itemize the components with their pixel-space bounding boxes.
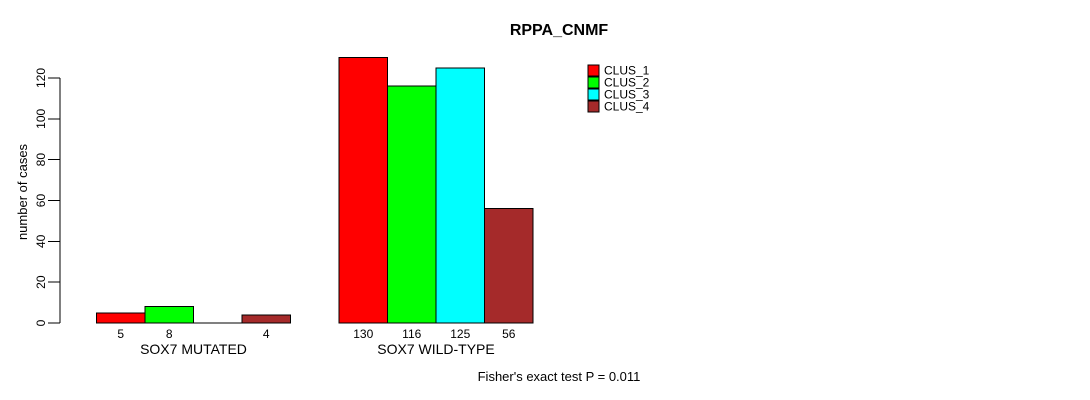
bar-value-label: 4 [263, 327, 270, 341]
bar-value-labels: 5 8 4 130 116 125 56 [117, 327, 515, 341]
y-axis-tick-label: 80 [34, 153, 48, 167]
legend-label-clus-3: CLUS_3 [604, 88, 650, 102]
bar-value-label: 5 [117, 327, 124, 341]
y-axis-tick-label: 20 [34, 275, 48, 289]
y-axis-tick-label: 0 [34, 319, 48, 326]
legend-swatch-clus-1 [587, 64, 600, 77]
bar-value-label: 116 [402, 327, 421, 341]
bar-value-label: 130 [353, 327, 373, 341]
group-label-sox7-mutated: SOX7 MUTATED [140, 341, 247, 357]
group-label-sox7-wild-type: SOX7 WILD-TYPE [377, 341, 494, 357]
bars [96, 57, 534, 324]
bar-clus-2-sox7-wild-type [387, 85, 437, 324]
legend-swatch-clus-2 [587, 76, 600, 89]
bar-clus-2-sox7-mutated [144, 306, 194, 324]
legend-label-clus-1: CLUS_1 [604, 64, 650, 78]
bar-clus-4-sox7-mutated [241, 314, 291, 324]
bar-value-label: 56 [502, 327, 516, 341]
bar-value-label: 8 [166, 327, 173, 341]
y-axis-tick-label: 120 [34, 68, 48, 88]
legend-swatch-clus-4 [587, 100, 600, 113]
y-axis-tick-label: 60 [34, 194, 48, 208]
y-axis-label: number of cases [15, 143, 30, 240]
group-labels: SOX7 MUTATED SOX7 WILD-TYPE [140, 341, 495, 357]
chart-title: RPPA_CNMF [510, 22, 609, 39]
bar-clus-1-sox7-mutated [96, 312, 146, 324]
legend-label-clus-2: CLUS_2 [604, 76, 650, 90]
annotation-text: Fisher's exact test P = 0.011 [478, 369, 641, 384]
y-axis-tick-label: 40 [34, 234, 48, 248]
y-axis-tick-label: 100 [34, 109, 48, 129]
bar-clus-3-sox7-wild-type [435, 67, 485, 324]
bar-value-label: 125 [450, 327, 470, 341]
legend-label-clus-4: CLUS_4 [604, 100, 650, 114]
bar-clus-4-sox7-wild-type [484, 208, 534, 324]
bar-clus-1-sox7-wild-type [338, 57, 388, 324]
legend-swatch-clus-3 [587, 88, 600, 101]
y-axis: 0 20 40 60 80 100 120 [34, 68, 61, 326]
